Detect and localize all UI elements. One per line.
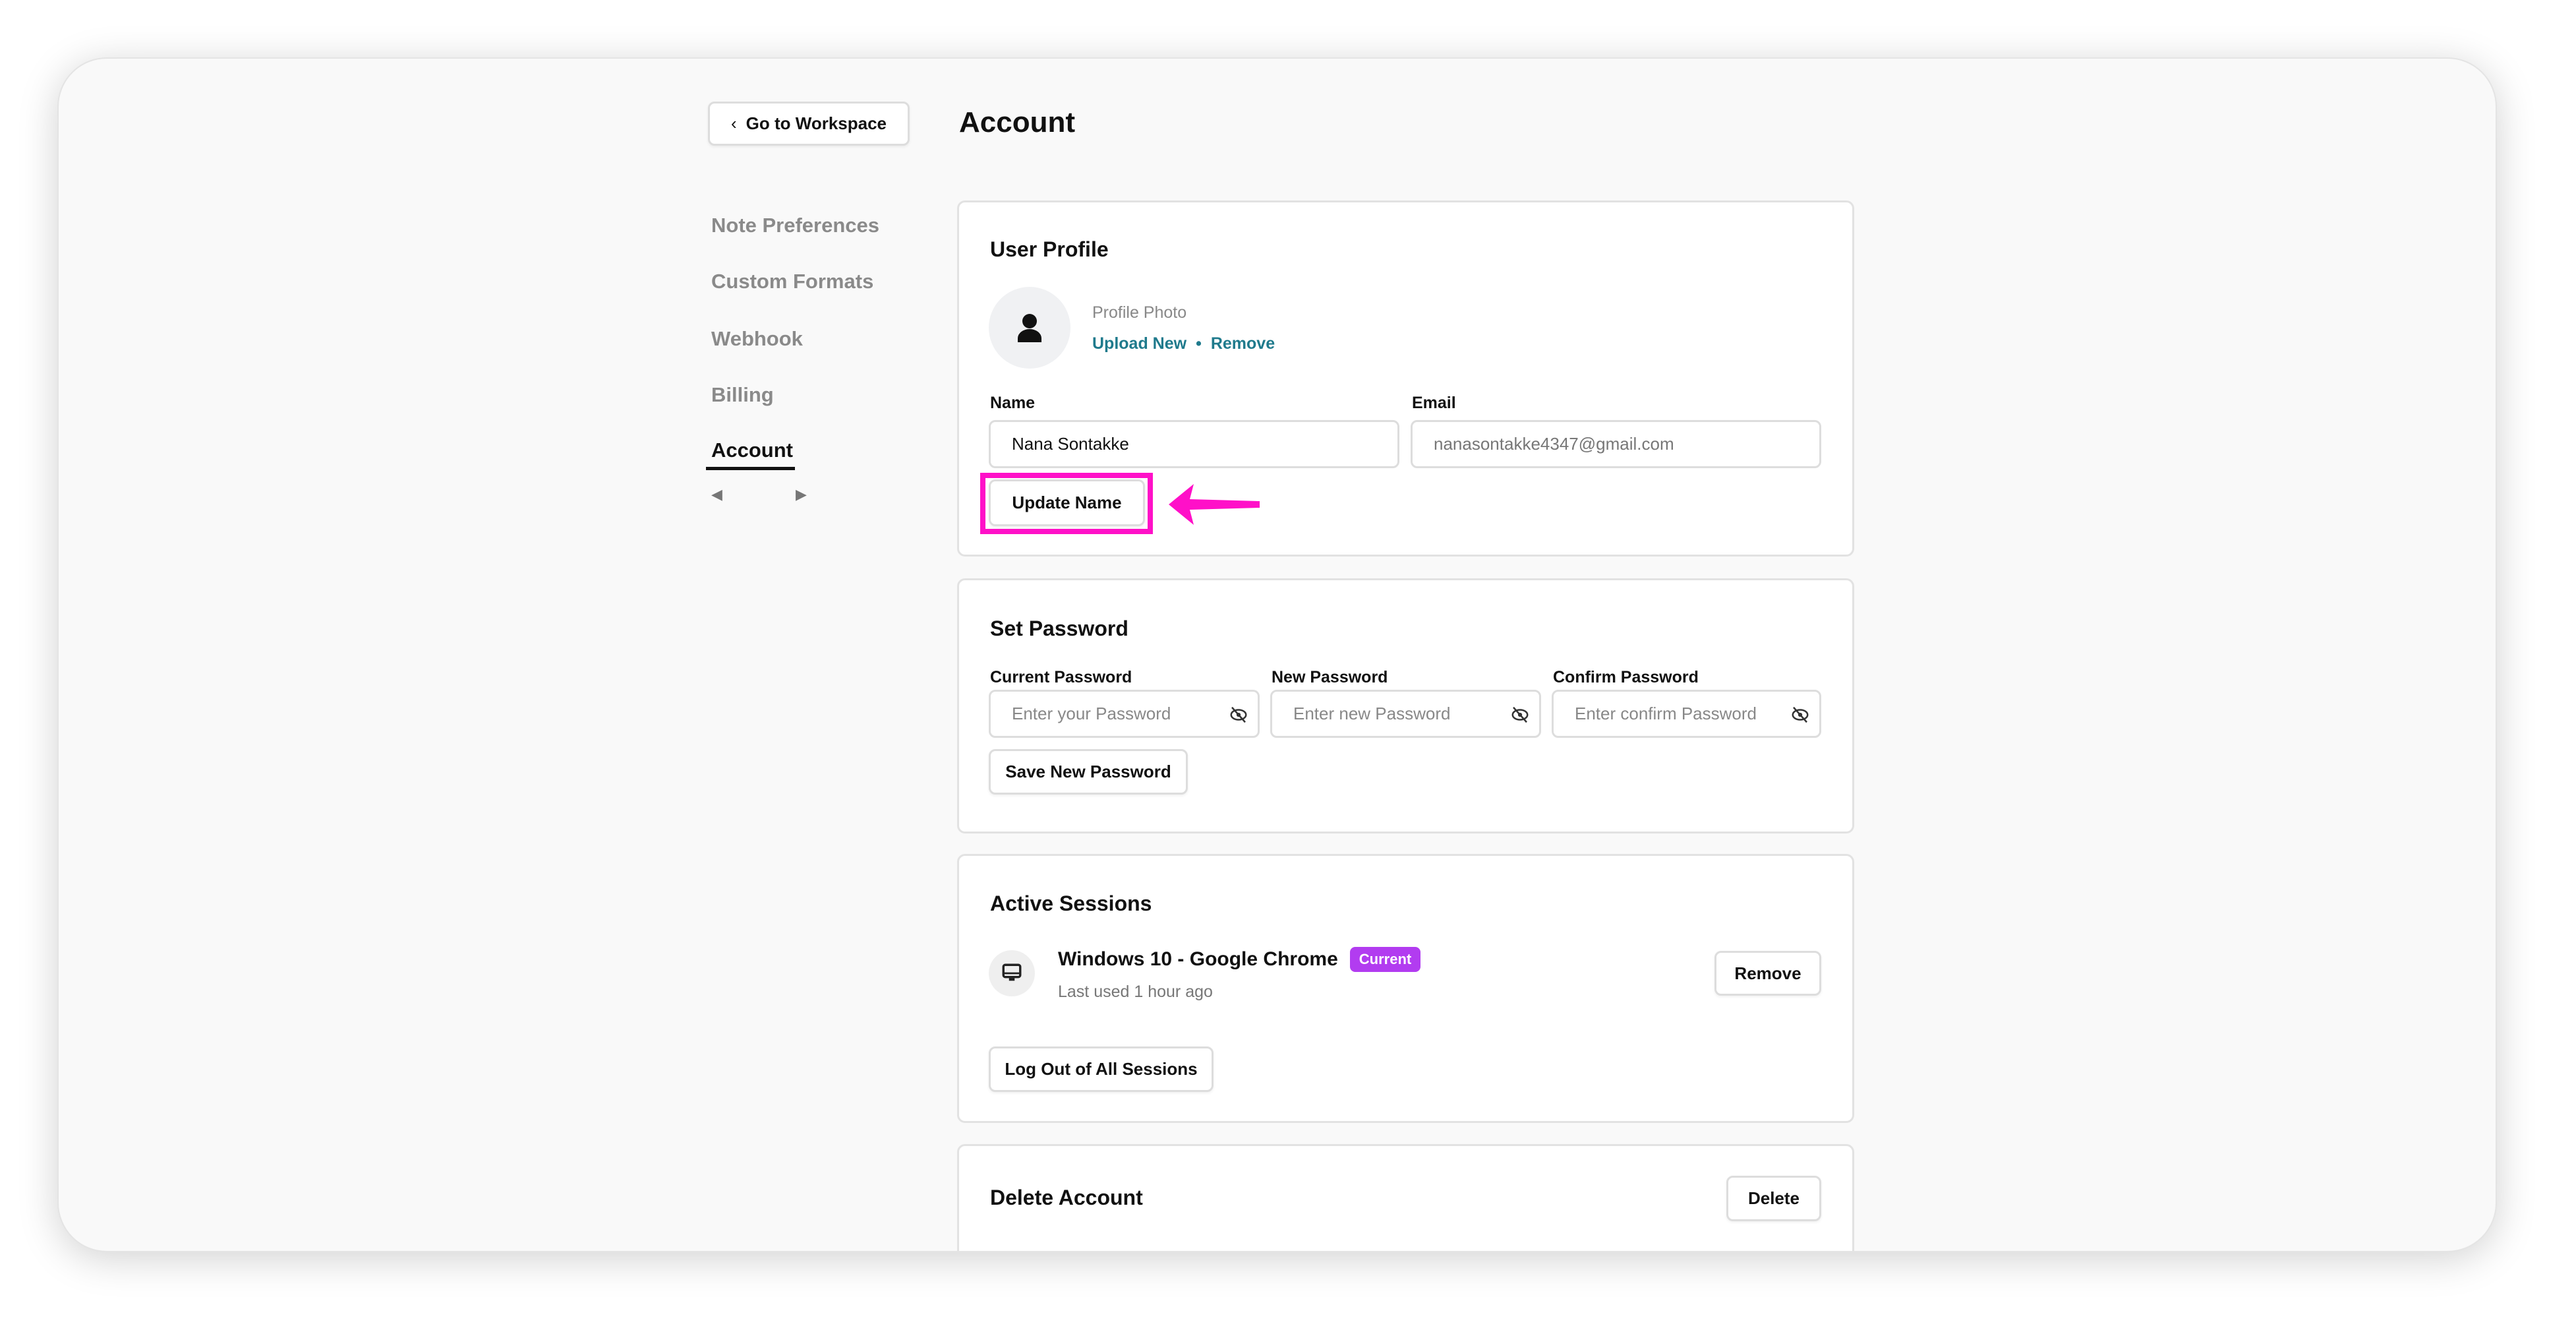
delete-account-button[interactable]: Delete (1726, 1176, 1821, 1221)
annotation-arrow-icon (1169, 484, 1260, 525)
name-input[interactable]: Nana Sontakke (989, 420, 1399, 468)
highlight-box (980, 473, 1153, 534)
active-tab-underline (706, 467, 795, 470)
remove-photo-link[interactable]: Remove (1210, 334, 1275, 353)
name-label: Name (990, 394, 1036, 412)
log-out-all-sessions-button[interactable]: Log Out of All Sessions (989, 1046, 1214, 1092)
app-window: ‹ Go to Workspace Account Note Preferenc… (57, 57, 2497, 1252)
new-password-label: New Password (1272, 668, 1388, 686)
upload-new-link[interactable]: Upload New (1092, 334, 1187, 353)
user-profile-title: User Profile (990, 237, 1109, 261)
sidebar-item-custom-formats[interactable]: Custom Formats (711, 270, 874, 293)
active-sessions-card: Active Sessions Windows 10 - Google Chro… (957, 854, 1854, 1123)
chevron-left-icon: ‹ (730, 113, 737, 133)
user-profile-card: User Profile Profile Photo Upload New • … (957, 200, 1854, 557)
separator-dot: • (1196, 334, 1202, 353)
sidebar-item-note-preferences[interactable]: Note Preferences (711, 214, 880, 237)
set-password-card: Set Password Current Password New Passwo… (957, 578, 1854, 833)
monitor-icon (1002, 963, 1022, 981)
session-device-avatar (989, 950, 1035, 996)
session-item: Windows 10 - Google Chrome Current (1058, 947, 1421, 972)
sidebar-item-account[interactable]: Account (711, 439, 793, 462)
session-last-used: Last used 1 hour ago (1058, 983, 1213, 1001)
email-input[interactable]: nanasontakke4347@gmail.com (1411, 420, 1821, 468)
current-badge: Current (1349, 947, 1421, 972)
email-label: Email (1412, 394, 1456, 412)
delete-account-card: Delete Account Delete (957, 1144, 1854, 1251)
profile-photo-label: Profile Photo (1092, 303, 1187, 322)
go-to-workspace-button[interactable]: ‹ Go to Workspace (708, 102, 910, 146)
current-password-label: Current Password (990, 668, 1132, 686)
save-new-password-button[interactable]: Save New Password (989, 749, 1188, 795)
update-name-button[interactable]: Update Name (989, 479, 1145, 526)
eye-off-icon[interactable] (1510, 705, 1530, 725)
eye-off-icon[interactable] (1790, 705, 1810, 725)
confirm-password-input[interactable]: Enter confirm Password (1552, 690, 1821, 738)
set-password-title: Set Password (990, 617, 1128, 640)
avatar (989, 287, 1070, 369)
delete-account-title: Delete Account (990, 1186, 1143, 1209)
user-icon (1018, 314, 1041, 342)
eye-off-icon[interactable] (1229, 705, 1248, 725)
sidebar-item-webhook[interactable]: Webhook (711, 327, 803, 350)
sidebar-item-billing[interactable]: Billing (711, 383, 774, 406)
page-title: Account (959, 106, 1075, 138)
session-name: Windows 10 - Google Chrome (1058, 948, 1338, 970)
scroll-left-icon[interactable]: ◀ (711, 486, 722, 502)
remove-session-button[interactable]: Remove (1714, 951, 1821, 996)
scroll-right-icon[interactable]: ▶ (796, 486, 807, 502)
new-password-input[interactable]: Enter new Password (1270, 690, 1541, 738)
active-sessions-title: Active Sessions (990, 892, 1152, 915)
current-password-input[interactable]: Enter your Password (989, 690, 1260, 738)
confirm-password-label: Confirm Password (1553, 668, 1699, 686)
